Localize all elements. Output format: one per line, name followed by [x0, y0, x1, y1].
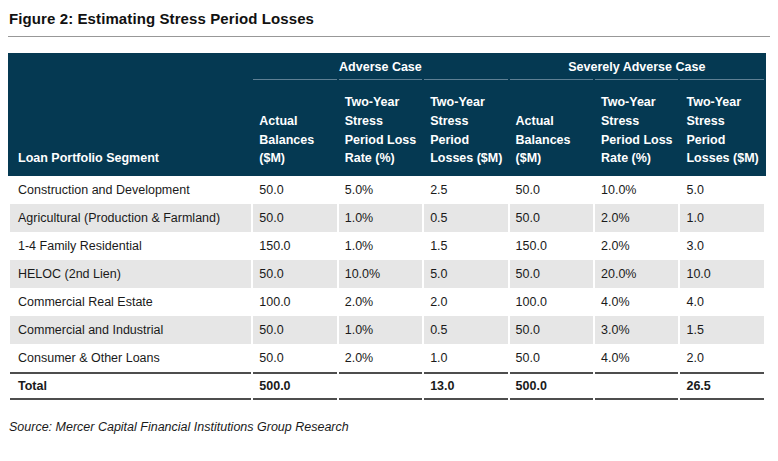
figure-page: Figure 2: Estimating Stress Period Losse…: [0, 0, 778, 434]
value-cell: 1.0%: [339, 232, 422, 260]
value-cell: 2.5: [424, 176, 507, 204]
value-cell: 2.0%: [595, 232, 678, 260]
value-cell: 100.0: [253, 288, 336, 316]
value-cell: 10.0%: [339, 260, 422, 288]
value-cell: 150.0: [510, 232, 593, 260]
table-row: Agricultural (Production & Farmland) 50.…: [10, 204, 764, 232]
value-cell: 5.0%: [339, 176, 422, 204]
value-cell: 1.5: [680, 316, 764, 344]
table-footer: Total 500.0 13.0 500.0 26.5: [10, 372, 764, 400]
value-cell: 5.0: [680, 176, 764, 204]
segment-cell: HELOC (2nd Lien): [10, 260, 251, 288]
value-cell: 1.5: [424, 232, 507, 260]
total-label: Total: [10, 372, 251, 400]
total-severe-loss-rate: [595, 372, 678, 400]
table-row: Commercial Real Estate 100.02.0%2.0100.0…: [10, 288, 764, 316]
table-header: Adverse Case Severely Adverse Case Loan …: [10, 53, 764, 176]
value-cell: 0.5: [424, 316, 507, 344]
value-cell: 50.0: [510, 176, 593, 204]
total-adverse-actual-balances: 500.0: [253, 372, 336, 400]
value-cell: 50.0: [253, 316, 336, 344]
value-cell: 3.0%: [595, 316, 678, 344]
group-header-severely-adverse-case: Severely Adverse Case: [510, 53, 764, 79]
value-cell: 3.0: [680, 232, 764, 260]
stress-loss-table: Adverse Case Severely Adverse Case Loan …: [8, 53, 766, 400]
total-adverse-losses: 13.0: [424, 372, 507, 400]
value-cell: 4.0%: [595, 288, 678, 316]
value-cell: 5.0: [424, 260, 507, 288]
value-cell: 1.0: [424, 344, 507, 372]
total-row: Total 500.0 13.0 500.0 26.5: [10, 372, 764, 400]
group-header-adverse-case: Adverse Case: [253, 53, 507, 79]
value-cell: 1.0%: [339, 204, 422, 232]
value-cell: 50.0: [253, 204, 336, 232]
column-header-severe-loss-rate: Two-Year Stress Period Loss Rate (%): [595, 79, 678, 176]
value-cell: 10.0%: [595, 176, 678, 204]
value-cell: 2.0%: [339, 344, 422, 372]
value-cell: 20.0%: [595, 260, 678, 288]
table-row: 1-4 Family Residential 150.01.0%1.5150.0…: [10, 232, 764, 260]
segment-cell: Construction and Development: [10, 176, 251, 204]
column-header-adverse-loss-rate: Two-Year Stress Period Loss Rate (%): [339, 79, 422, 176]
value-cell: 2.0%: [339, 288, 422, 316]
value-cell: 100.0: [510, 288, 593, 316]
value-cell: 0.5: [424, 204, 507, 232]
segment-cell: Agricultural (Production & Farmland): [10, 204, 251, 232]
column-header-row: Loan Portfolio Segment Actual Balances (…: [10, 79, 764, 176]
case-group-row: Adverse Case Severely Adverse Case: [10, 53, 764, 79]
value-cell: 50.0: [510, 344, 593, 372]
stress-table-wrap: Adverse Case Severely Adverse Case Loan …: [8, 53, 766, 400]
column-header-adverse-actual-balances: Actual Balances ($M): [253, 79, 336, 176]
value-cell: 150.0: [253, 232, 336, 260]
value-cell: 50.0: [253, 176, 336, 204]
table-row: HELOC (2nd Lien) 50.010.0%5.050.020.0%10…: [10, 260, 764, 288]
table-row: Consumer & Other Loans 50.02.0%1.050.04.…: [10, 344, 764, 372]
value-cell: 1.0: [680, 204, 764, 232]
value-cell: 2.0%: [595, 204, 678, 232]
column-header-severe-actual-balances: Actual Balances ($M): [510, 79, 593, 176]
value-cell: 2.0: [680, 344, 764, 372]
figure-title: Figure 2: Estimating Stress Period Losse…: [8, 8, 770, 36]
source-attribution: Source: Mercer Capital Financial Institu…: [9, 420, 770, 434]
segment-cell: Commercial Real Estate: [10, 288, 251, 316]
table-body: Construction and Development 50.05.0%2.5…: [10, 176, 764, 372]
segment-cell: 1-4 Family Residential: [10, 232, 251, 260]
column-header-severe-losses: Two-Year Stress Period Losses ($M): [680, 79, 764, 176]
value-cell: 10.0: [680, 260, 764, 288]
value-cell: 50.0: [253, 260, 336, 288]
value-cell: 50.0: [510, 260, 593, 288]
value-cell: 50.0: [510, 204, 593, 232]
table-row: Construction and Development 50.05.0%2.5…: [10, 176, 764, 204]
total-severe-losses: 26.5: [680, 372, 764, 400]
table-row: Commercial and Industrial 50.01.0%0.550.…: [10, 316, 764, 344]
group-spacer-cell: [10, 53, 251, 79]
value-cell: 50.0: [510, 316, 593, 344]
value-cell: 4.0%: [595, 344, 678, 372]
total-adverse-loss-rate: [339, 372, 422, 400]
value-cell: 2.0: [424, 288, 507, 316]
value-cell: 4.0: [680, 288, 764, 316]
value-cell: 50.0: [253, 344, 336, 372]
value-cell: 1.0%: [339, 316, 422, 344]
column-header-loan-portfolio-segment: Loan Portfolio Segment: [10, 79, 251, 176]
title-rule: [8, 36, 770, 37]
segment-cell: Commercial and Industrial: [10, 316, 251, 344]
column-header-adverse-losses: Two-Year Stress Period Losses ($M): [424, 79, 507, 176]
segment-cell: Consumer & Other Loans: [10, 344, 251, 372]
total-severe-actual-balances: 500.0: [510, 372, 593, 400]
